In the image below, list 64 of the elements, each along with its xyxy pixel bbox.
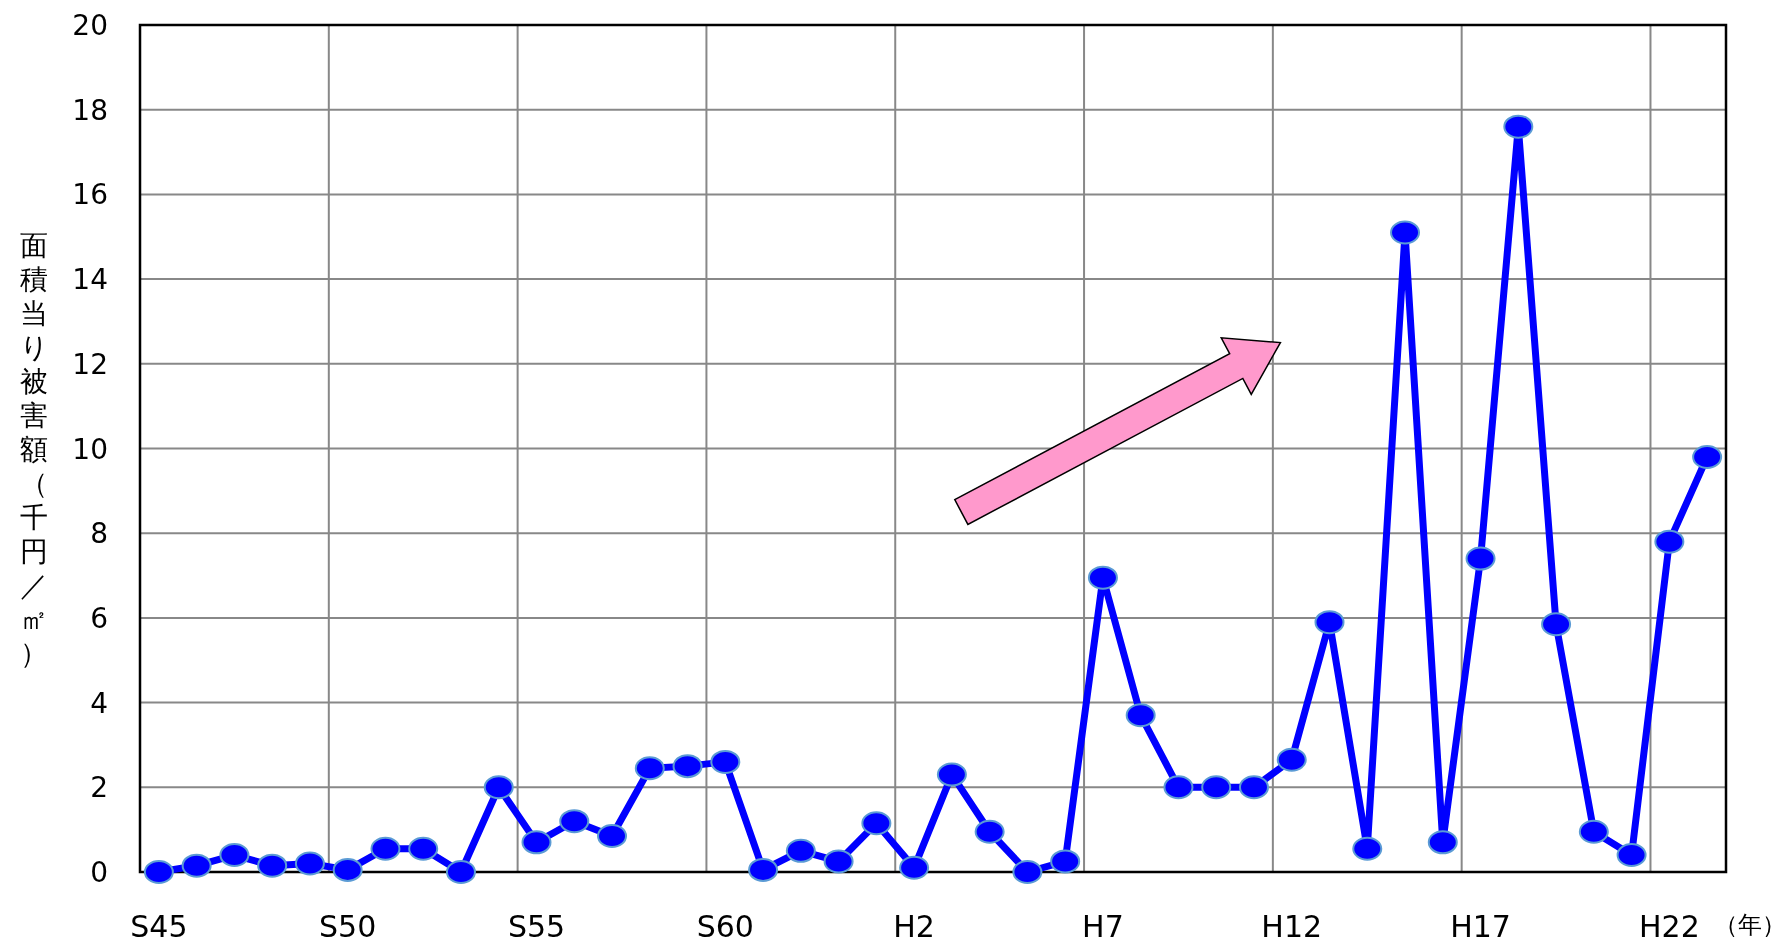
x-tick-label: H17	[1450, 909, 1511, 943]
x-axis-title: （年）	[1714, 911, 1786, 939]
point	[521, 830, 552, 855]
point	[332, 857, 363, 882]
point	[408, 836, 439, 861]
point	[710, 749, 741, 774]
point	[936, 762, 967, 787]
point	[1163, 775, 1194, 800]
point	[1465, 546, 1496, 571]
point	[861, 811, 892, 836]
y-tick-label: 0	[90, 856, 108, 889]
x-tick-label: H7	[1082, 909, 1124, 943]
point	[1352, 836, 1383, 861]
point	[1578, 819, 1609, 844]
y-tick-label: 10	[72, 432, 108, 466]
point	[672, 754, 703, 779]
y-tick-label: 2	[90, 771, 108, 805]
point	[974, 819, 1005, 844]
point	[370, 836, 401, 861]
point	[1276, 747, 1307, 772]
y-tick-label: 6	[90, 601, 108, 635]
point	[1201, 775, 1232, 800]
text: 面積当り被害額（千円／㎡）	[19, 228, 49, 670]
point	[1050, 849, 1081, 874]
y-tick-label: 20	[72, 9, 108, 42]
point	[257, 853, 288, 878]
point	[1012, 860, 1043, 884]
point	[748, 857, 779, 882]
x-tick-label: S60	[696, 909, 754, 943]
y-tick-label: 4	[90, 686, 108, 720]
y-tick-label: 12	[72, 347, 108, 381]
point	[294, 851, 325, 876]
x-tick-label: H22	[1638, 909, 1700, 943]
point	[181, 853, 212, 878]
x-tick-label: H12	[1261, 909, 1323, 943]
point	[823, 849, 854, 874]
point	[143, 860, 174, 884]
y-tick-label: 16	[72, 178, 108, 212]
point	[559, 809, 590, 834]
point	[1125, 703, 1156, 728]
y-tick-label: 8	[90, 517, 108, 551]
point	[1541, 612, 1572, 637]
point	[1087, 565, 1118, 590]
point	[597, 824, 628, 848]
point	[1238, 775, 1269, 800]
point	[1314, 610, 1345, 635]
x-tick-label: H2	[893, 909, 935, 943]
point	[785, 838, 816, 863]
point	[899, 855, 930, 880]
point	[1616, 843, 1647, 868]
x-tick-label: S45	[130, 909, 188, 943]
point	[483, 775, 514, 800]
point	[1503, 114, 1534, 139]
y-tick-label: 18	[72, 93, 108, 127]
point	[1427, 830, 1458, 855]
point	[634, 756, 665, 781]
x-tick-label: S50	[319, 909, 377, 943]
point	[1390, 220, 1421, 245]
y-tick-label: 14	[72, 263, 108, 297]
point	[445, 860, 476, 884]
x-tick-label: S55	[507, 909, 566, 943]
point	[1654, 529, 1685, 554]
point	[1692, 444, 1723, 469]
point	[219, 843, 250, 868]
